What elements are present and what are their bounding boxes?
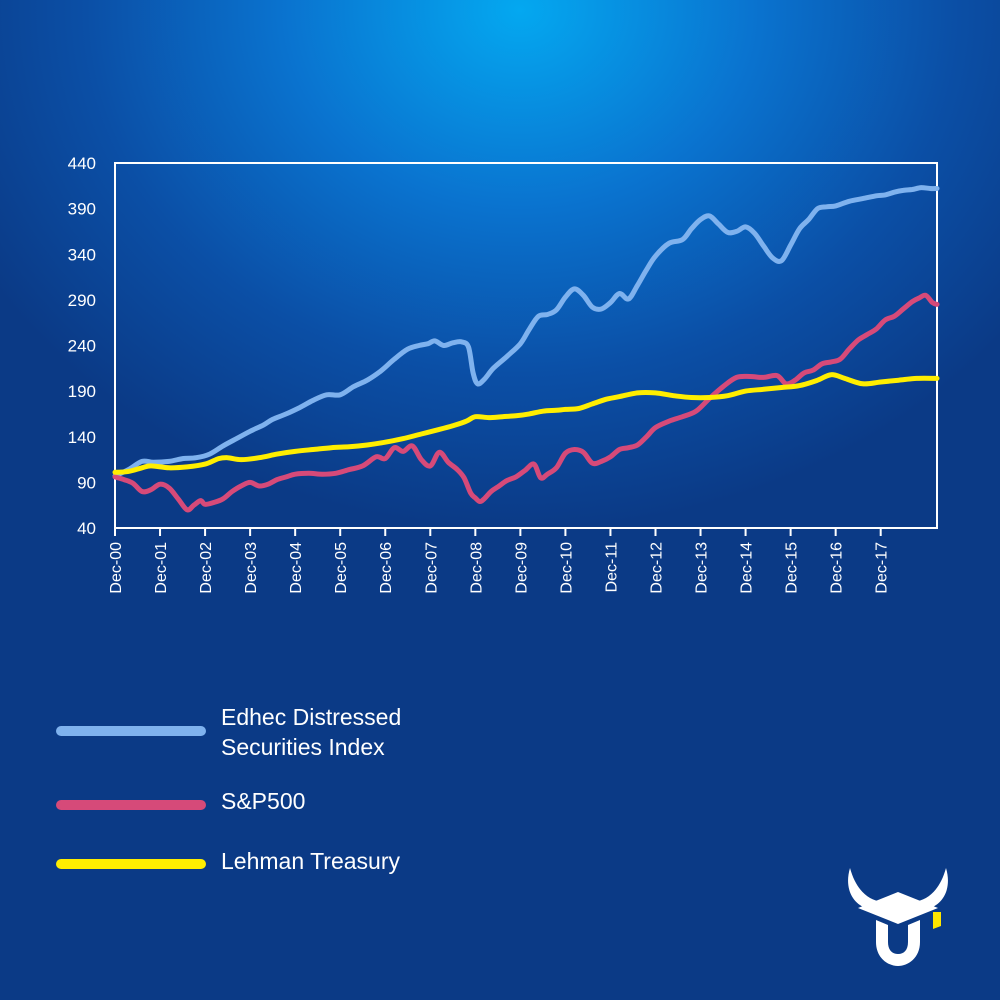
x-tick-label: Dec-02	[198, 542, 215, 594]
legend-label-lehman: Lehman Treasury	[221, 848, 400, 874]
y-tick-label: 90	[77, 473, 96, 492]
series-line-lehman	[112, 372, 940, 475]
legend-swatch-edhec	[56, 726, 206, 736]
y-tick-label: 440	[68, 154, 96, 173]
x-tick-label: Dec-17	[874, 542, 891, 594]
bull-graduation-cap-logo	[848, 868, 948, 966]
x-tick-label: Dec-06	[378, 542, 395, 594]
x-tick-label: Dec-04	[288, 542, 305, 594]
y-axis-tick-labels: 40 90 140 190 240 290 340 390 440	[68, 154, 96, 538]
x-tick-label: Dec-14	[739, 542, 756, 594]
x-tick-label: Dec-12	[648, 542, 665, 594]
x-tick-label: Dec-16	[829, 542, 846, 594]
y-tick-label: 190	[68, 382, 96, 401]
legend-label-edhec: Edhec Distressed Securities Index	[221, 702, 521, 762]
x-tick-label: Dec-07	[423, 542, 440, 594]
y-tick-label: 240	[68, 337, 96, 356]
x-tick-label: Dec-00	[108, 542, 125, 594]
x-tick-label: Dec-05	[333, 542, 350, 594]
y-tick-label: 390	[68, 200, 96, 219]
y-tick-label: 290	[68, 291, 96, 310]
series-line-sp500	[112, 292, 940, 513]
y-tick-label: 140	[68, 428, 96, 447]
x-tick-label: Dec-10	[558, 542, 575, 594]
x-tick-label: Dec-09	[513, 542, 530, 594]
x-tick-label: Dec-15	[784, 542, 801, 594]
legend-label-edhec-line2: Securities Index	[221, 734, 385, 760]
legend-swatch-lehman	[56, 859, 206, 869]
legend-swatch-sp500	[56, 800, 206, 810]
x-tick-label: Dec-01	[153, 542, 170, 594]
legend-label-edhec-line1: Edhec Distressed	[221, 704, 402, 730]
x-tick-label: Dec-11	[603, 542, 620, 592]
series-line-edhec	[112, 185, 940, 479]
x-tick-label: Dec-03	[243, 542, 260, 594]
x-tick-label: Dec-08	[468, 542, 485, 594]
series-lines	[112, 185, 940, 513]
y-tick-label: 340	[68, 245, 96, 264]
x-axis-tick-labels: Dec-00 Dec-01 Dec-02 Dec-03 Dec-04 Dec-05 Dec-…	[108, 528, 891, 594]
plot-area-frame	[114, 162, 938, 529]
y-tick-label: 40	[77, 519, 96, 538]
x-tick-label: Dec-13	[694, 542, 711, 594]
legend-label-sp500: S&P500	[221, 788, 306, 814]
